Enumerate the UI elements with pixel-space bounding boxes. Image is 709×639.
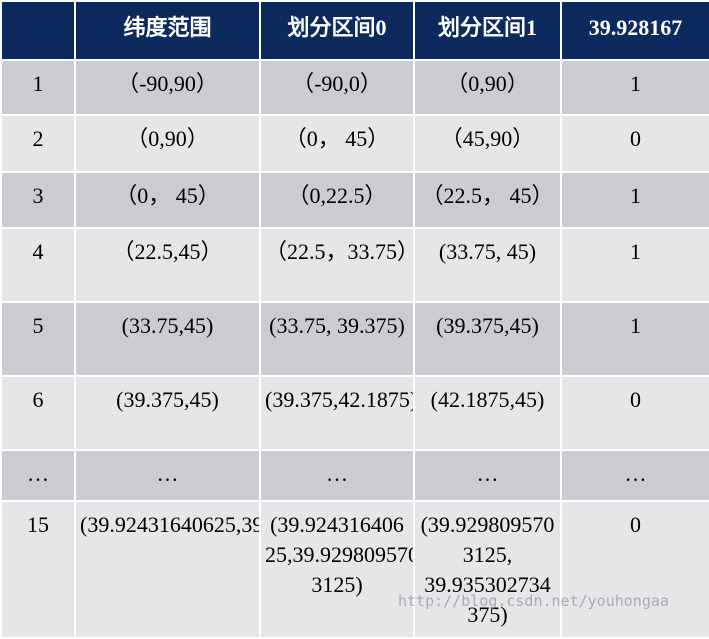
watermark-text: http://blog.csdn.net/youhongaa xyxy=(398,592,669,610)
header-cell-interval-0: 划分区间0 xyxy=(259,0,415,61)
header-cell-target-latitude: 39.928167 xyxy=(560,0,709,61)
row-index-cell: 5 xyxy=(0,301,76,377)
interval-1-cell: (39.375,45) xyxy=(413,301,562,377)
table-row: 1 （-90,90） （-90,0） （0,90） 1 xyxy=(0,59,709,116)
interval-1-cell: （45,90） xyxy=(413,114,562,173)
table-row: 2 （0,90） （0， 45） （45,90） 0 xyxy=(0,114,709,173)
table-row: 6 (39.375,45) (39.375,42.1875) (42.1875,… xyxy=(0,375,709,451)
bit-cell: 0 xyxy=(560,500,709,639)
header-cell-latitude-range: 纬度范围 xyxy=(74,0,261,61)
row-index-cell: 15 xyxy=(0,500,76,639)
header-cell-index xyxy=(0,0,76,61)
bit-cell: 1 xyxy=(560,301,709,377)
latitude-range-cell: (39.375,45) xyxy=(74,375,261,451)
row-index-cell: 1 xyxy=(0,59,76,116)
bit-cell: 1 xyxy=(560,171,709,229)
interval-1-cell: … xyxy=(413,449,562,502)
row-index-cell: … xyxy=(0,449,76,502)
header-cell-interval-1: 划分区间1 xyxy=(413,0,562,61)
header-row: 纬度范围 划分区间0 划分区间1 39.928167 xyxy=(0,0,709,61)
row-index-cell: 4 xyxy=(0,227,76,303)
bit-cell: 1 xyxy=(560,59,709,116)
latitude-range-cell: （22.5,45） xyxy=(74,227,261,303)
interval-1-cell: (33.75, 45) xyxy=(413,227,562,303)
interval-0-cell: （22.5，33.75） xyxy=(259,227,415,303)
bit-cell: 0 xyxy=(560,375,709,451)
interval-0-cell: （0， 45） xyxy=(259,114,415,173)
interval-0-cell: （0,22.5） xyxy=(259,171,415,229)
interval-0-cell: （-90,0） xyxy=(259,59,415,116)
latitude-range-cell: … xyxy=(74,449,261,502)
table-row: 4 （22.5,45） （22.5，33.75） (33.75, 45) 1 xyxy=(0,227,709,303)
bit-cell: … xyxy=(560,449,709,502)
interval-1-cell: （22.5， 45） xyxy=(413,171,562,229)
latitude-range-cell: （0， 45） xyxy=(74,171,261,229)
interval-0-cell: (33.75, 39.375) xyxy=(259,301,415,377)
table-row-ellipsis: … … … … … xyxy=(0,449,709,502)
interval-0-cell: … xyxy=(259,449,415,502)
interval-1-cell: (42.1875,45) xyxy=(413,375,562,451)
interval-1-cell: (39.929809570 3125, 39.935302734 375) xyxy=(413,500,562,639)
interval-0-cell: (39.375,42.1875) xyxy=(259,375,415,451)
row-index-cell: 2 xyxy=(0,114,76,173)
latitude-range-cell: (33.75,45) xyxy=(74,301,261,377)
row-index-cell: 3 xyxy=(0,171,76,229)
bit-cell: 0 xyxy=(560,114,709,173)
table-row: 5 (33.75,45) (33.75, 39.375) (39.375,45)… xyxy=(0,301,709,377)
interval-0-cell: (39.924316406 25,39.929809570 3125) xyxy=(259,500,415,639)
bit-cell: 1 xyxy=(560,227,709,303)
latitude-range-cell: （0,90） xyxy=(74,114,261,173)
row-index-cell: 6 xyxy=(0,375,76,451)
interval-1-cell: （0,90） xyxy=(413,59,562,116)
table-row: 3 （0， 45） （0,22.5） （22.5， 45） 1 xyxy=(0,171,709,229)
latitude-range-cell: （-90,90） xyxy=(74,59,261,116)
